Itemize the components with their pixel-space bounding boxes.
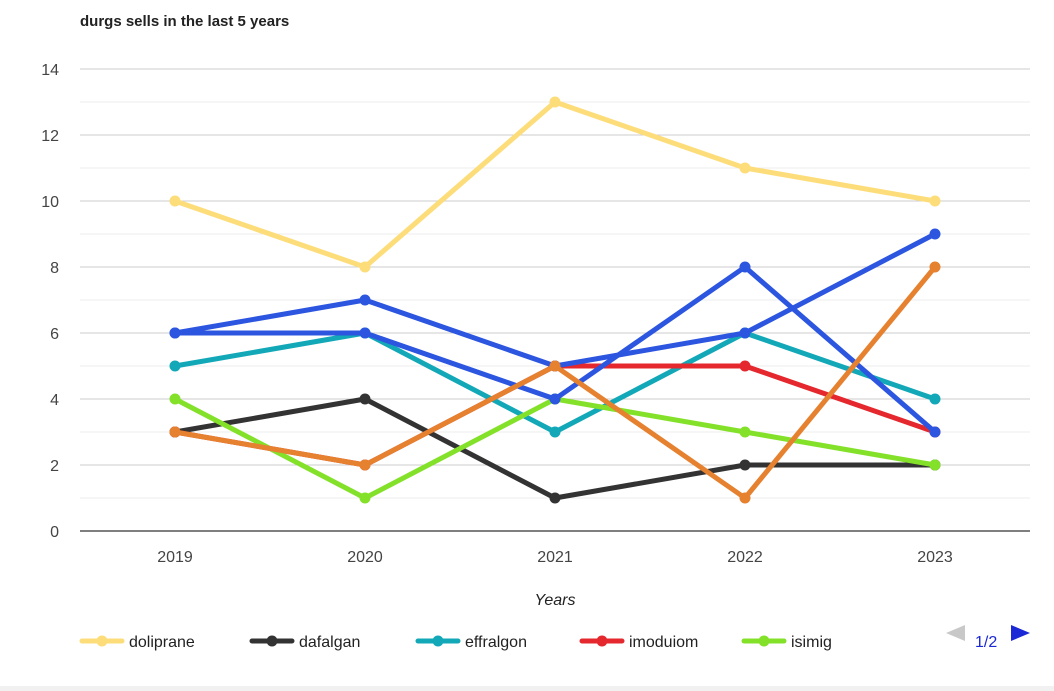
axis-layer: 0 2 4 6 8 10 12 14 2019 2020 2021 2022 2023 xyxy=(41,62,953,566)
y-tick-label: 0 xyxy=(50,524,59,541)
x-axis-title: Years xyxy=(535,592,576,609)
y-tick-label: 2 xyxy=(50,458,59,475)
data-point xyxy=(929,393,941,405)
legend-item: imoduiom xyxy=(579,634,698,651)
y-tick-label: 8 xyxy=(50,260,59,277)
legend-label: dafalgan xyxy=(299,634,360,651)
data-point xyxy=(359,261,371,273)
series-effralgon xyxy=(169,327,941,438)
data-point xyxy=(549,393,561,405)
legend-pager: 1/2 xyxy=(946,625,1030,651)
data-point xyxy=(739,492,751,504)
legend-item: doliprane xyxy=(79,634,195,651)
legend-point-marker xyxy=(432,635,444,647)
x-tick-label: 2020 xyxy=(347,549,383,566)
y-tick-label: 12 xyxy=(41,128,59,145)
legend-item: dafalgan xyxy=(249,634,360,651)
x-tick-label: 2021 xyxy=(537,549,573,566)
chart-title: durgs sells in the last 5 years xyxy=(80,13,290,30)
data-point xyxy=(929,459,941,471)
data-point xyxy=(359,294,371,306)
x-tick-label: 2023 xyxy=(917,549,953,566)
legend-label: effralgon xyxy=(465,634,527,651)
y-tick-label: 4 xyxy=(50,392,59,409)
data-point xyxy=(169,360,181,372)
legend-label: doliprane xyxy=(129,634,195,651)
x-tick-label: 2019 xyxy=(157,549,193,566)
data-point xyxy=(549,492,561,504)
data-point xyxy=(739,426,751,438)
y-tick-label: 14 xyxy=(41,62,59,79)
data-point xyxy=(169,327,181,339)
series-dafalgan xyxy=(169,393,941,504)
series-line xyxy=(172,396,938,501)
legend-label: isimig xyxy=(791,634,832,651)
previous-page-arrow-icon[interactable] xyxy=(946,625,965,641)
data-point xyxy=(739,261,751,273)
legend-point-marker xyxy=(596,635,608,647)
series-extra-6 xyxy=(169,261,941,438)
data-point xyxy=(549,426,561,438)
data-point xyxy=(549,96,561,108)
legend-item: isimig xyxy=(741,634,832,651)
y-tick-label: 10 xyxy=(41,194,59,211)
data-point xyxy=(739,459,751,471)
legend-point-marker xyxy=(266,635,278,647)
series-line xyxy=(172,99,938,270)
legend: doliprane dafalgan effralgon imoduiom isimig xyxy=(79,634,832,651)
bottom-divider xyxy=(0,686,1054,691)
data-point xyxy=(169,393,181,405)
data-point xyxy=(929,195,941,207)
series-isimig xyxy=(169,393,941,504)
data-point xyxy=(929,228,941,240)
data-point xyxy=(359,327,371,339)
grid-layer xyxy=(80,68,1030,532)
data-point xyxy=(929,426,941,438)
data-point xyxy=(169,195,181,207)
legend-point-marker xyxy=(758,635,770,647)
legend-page-indicator: 1/2 xyxy=(975,634,997,651)
legend-label: imoduiom xyxy=(629,634,698,651)
y-tick-label: 6 xyxy=(50,326,59,343)
data-point xyxy=(359,459,371,471)
x-tick-label: 2022 xyxy=(727,549,763,566)
data-point xyxy=(739,360,751,372)
series-extra-7 xyxy=(169,261,941,504)
data-point xyxy=(929,261,941,273)
data-point xyxy=(359,492,371,504)
series-doliprane xyxy=(169,96,941,273)
data-point xyxy=(739,162,751,174)
series-layer xyxy=(169,96,941,504)
data-point xyxy=(549,360,561,372)
data-point xyxy=(359,393,371,405)
legend-item: effralgon xyxy=(415,634,527,651)
data-point xyxy=(169,426,181,438)
next-page-arrow-icon[interactable] xyxy=(1011,625,1030,641)
legend-point-marker xyxy=(96,635,108,647)
data-point xyxy=(739,327,751,339)
series-line xyxy=(172,330,938,435)
